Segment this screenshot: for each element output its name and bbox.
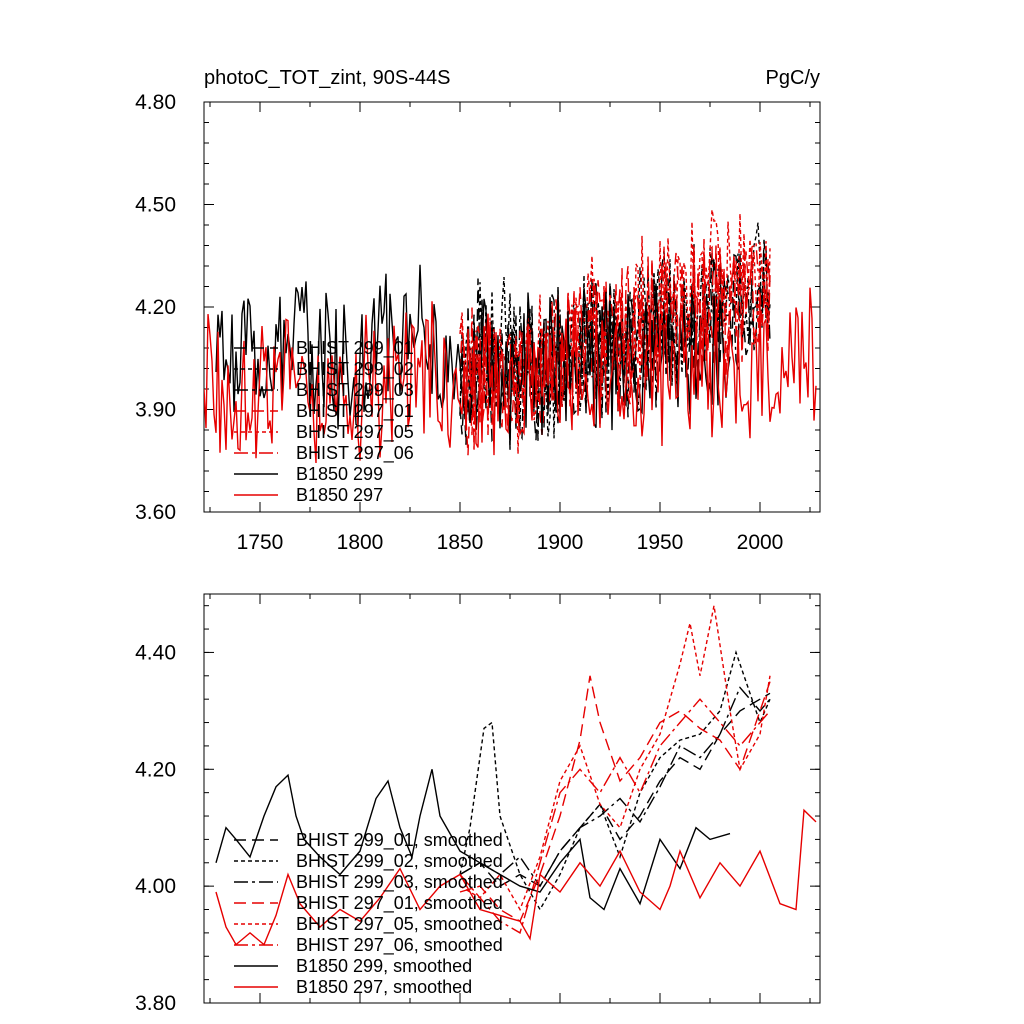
- y-tick-label: 4.50: [135, 194, 176, 217]
- chart-title: photoC_TOT_zint, 90S-44S: [204, 67, 450, 89]
- y-tick-label: 4.20: [135, 296, 176, 319]
- y-tick-label: 3.90: [135, 399, 176, 422]
- plot-area: [204, 209, 817, 464]
- legend-label: BHIST 299_03, smoothed: [296, 872, 503, 893]
- y-tick-label: 3.80: [135, 992, 176, 1015]
- chart-units: PgC/y: [766, 67, 820, 89]
- plot-frame: [203, 593, 821, 1004]
- legend-label: BHIST 299_03: [296, 380, 414, 401]
- legend-label: B1850 299: [296, 464, 383, 484]
- panel-top: photoC_TOT_zint, 90S-44S PgC/y 1750 1800 1…: [135, 67, 821, 554]
- series-line: [459, 675, 771, 923]
- series-line: [215, 808, 817, 946]
- series-line: [459, 698, 771, 934]
- x-tick-label: 1850: [437, 531, 484, 554]
- y-tick-label: 4.80: [135, 91, 176, 114]
- series-line: [459, 650, 771, 911]
- legend-label: BHIST 299_01: [296, 338, 414, 359]
- legend-label: B1850 297: [296, 485, 383, 505]
- legend-label: BHIST 297_05: [296, 422, 414, 443]
- x-tick-label: 1750: [237, 531, 284, 554]
- series-line: [459, 209, 771, 454]
- plot-area: [215, 605, 817, 946]
- y-tick-label: 4.00: [135, 875, 176, 898]
- legend-label: BHIST 299_02, smoothed: [296, 851, 503, 872]
- legend-label: B1850 297, smoothed: [296, 977, 472, 997]
- x-tick-label: 1800: [337, 531, 384, 554]
- y-tick-label: 4.40: [135, 641, 176, 664]
- legend-label: BHIST 297_06, smoothed: [296, 935, 503, 956]
- legend-label: BHIST 297_01, smoothed: [296, 893, 503, 914]
- x-tick-label: 1950: [637, 531, 684, 554]
- legend-label: BHIST 297_01: [296, 401, 414, 422]
- y-tick-label: 3.60: [135, 501, 176, 524]
- series-line: [459, 692, 771, 888]
- series-line: [215, 769, 731, 911]
- legend-label: BHIST 299_02: [296, 359, 414, 380]
- legend-label: BHIST 297_05, smoothed: [296, 914, 503, 935]
- series-line: [459, 686, 771, 888]
- x-tick-label: 2000: [737, 531, 784, 554]
- series-line: [204, 287, 817, 464]
- legend-label: B1850 299, smoothed: [296, 956, 472, 976]
- x-tick-label: 1900: [537, 531, 584, 554]
- legend-label: BHIST 297_06: [296, 443, 414, 464]
- series-line: [459, 245, 771, 456]
- y-tick-label: 4.20: [135, 758, 176, 781]
- series-line: [459, 605, 771, 912]
- legend-label: BHIST 299_01, smoothed: [296, 830, 503, 851]
